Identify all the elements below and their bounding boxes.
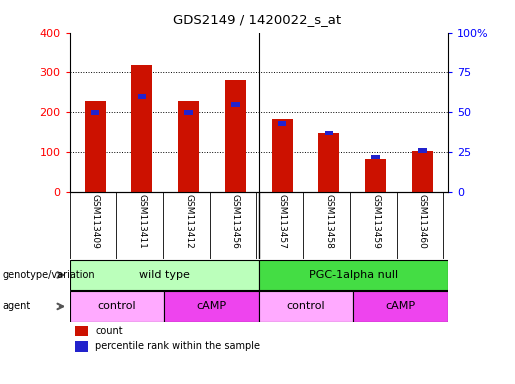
Bar bbox=[70, 260, 259, 290]
Text: GSM113411: GSM113411 bbox=[138, 194, 146, 249]
Bar bbox=[184, 110, 193, 115]
Bar bbox=[131, 65, 152, 192]
Bar bbox=[278, 121, 286, 126]
Text: GSM113460: GSM113460 bbox=[418, 194, 427, 249]
Text: count: count bbox=[95, 326, 123, 336]
Text: GSM113459: GSM113459 bbox=[371, 194, 380, 249]
Text: cAMP: cAMP bbox=[386, 301, 416, 311]
Bar bbox=[318, 133, 339, 192]
Text: GSM113458: GSM113458 bbox=[324, 194, 333, 249]
Bar bbox=[178, 101, 199, 192]
Bar bbox=[353, 291, 448, 321]
Text: genotype/variation: genotype/variation bbox=[3, 270, 95, 280]
Text: control: control bbox=[97, 301, 136, 311]
Bar bbox=[412, 151, 433, 192]
Text: agent: agent bbox=[3, 301, 31, 311]
Bar bbox=[75, 326, 88, 336]
Text: cAMP: cAMP bbox=[196, 301, 227, 311]
Bar bbox=[91, 110, 99, 115]
Bar bbox=[259, 260, 448, 290]
Bar bbox=[75, 341, 88, 352]
Bar bbox=[138, 94, 146, 99]
Bar bbox=[225, 81, 246, 192]
Bar bbox=[70, 291, 164, 321]
Bar bbox=[84, 101, 106, 192]
Bar bbox=[271, 119, 293, 192]
Text: wild type: wild type bbox=[139, 270, 190, 280]
Bar bbox=[231, 102, 239, 107]
Bar bbox=[365, 159, 386, 192]
Bar bbox=[164, 291, 259, 321]
Bar bbox=[418, 148, 426, 153]
Text: GSM113456: GSM113456 bbox=[231, 194, 240, 249]
Text: control: control bbox=[287, 301, 325, 311]
Text: PGC-1alpha null: PGC-1alpha null bbox=[309, 270, 398, 280]
Bar bbox=[259, 291, 353, 321]
Bar bbox=[324, 131, 333, 136]
Text: GSM113457: GSM113457 bbox=[278, 194, 287, 249]
Text: GSM113412: GSM113412 bbox=[184, 194, 193, 249]
Text: GSM113409: GSM113409 bbox=[91, 194, 100, 249]
Text: GDS2149 / 1420022_s_at: GDS2149 / 1420022_s_at bbox=[174, 13, 341, 26]
Text: percentile rank within the sample: percentile rank within the sample bbox=[95, 341, 260, 351]
Bar bbox=[371, 154, 380, 159]
